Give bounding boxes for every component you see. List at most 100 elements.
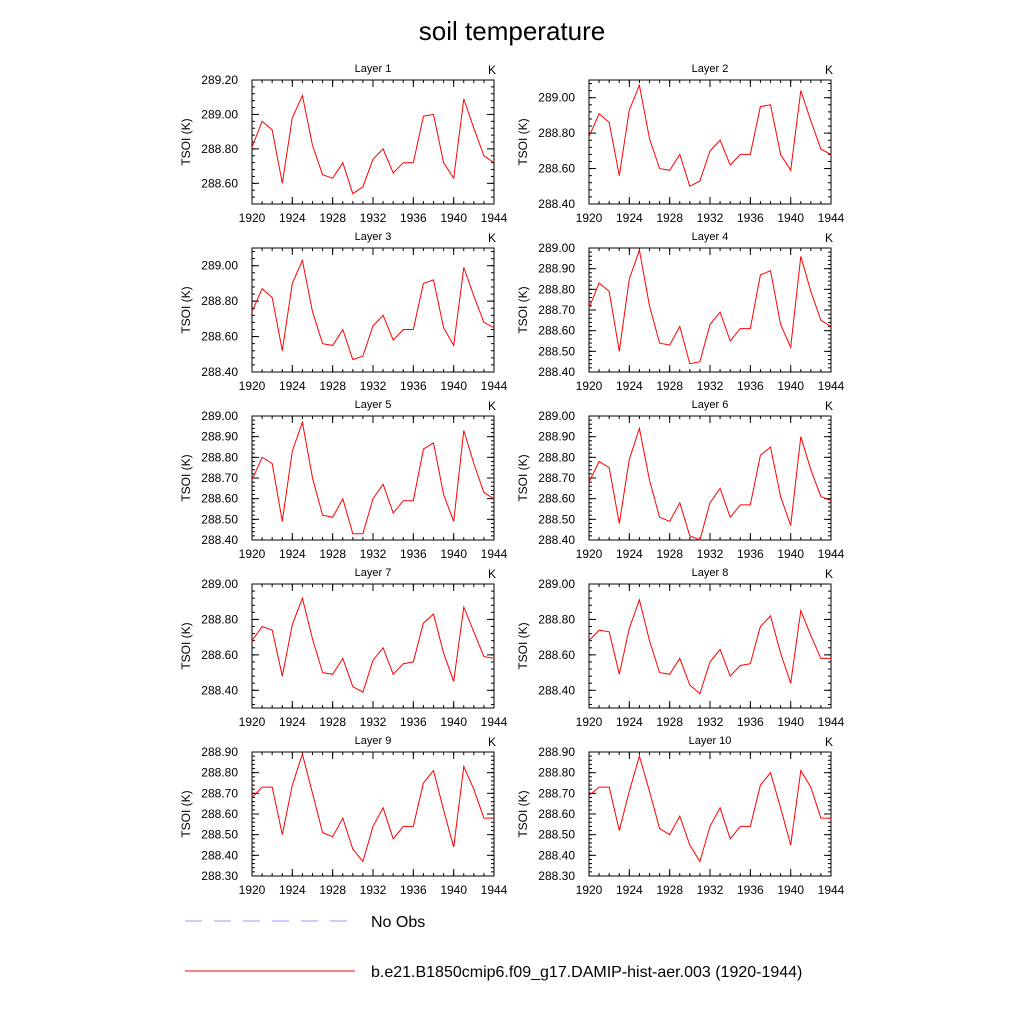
y-axis-label: TSOI (K) [179,118,193,165]
y-tick-label: 288.40 [538,533,575,547]
x-tick-label: 1940 [777,547,804,561]
panel-9: 1920 1924 1928 1932 1936 1940 1944 288.30 288.40… [179,735,508,897]
x-tick-label: 1928 [319,547,346,561]
y-axis-label: TSOI (K) [516,790,530,837]
x-tick-label: 1920 [576,379,603,393]
x-tick-label: 1936 [737,211,764,225]
panel-title: Layer 10 [689,735,732,747]
x-tick-label: 1944 [818,883,845,897]
y-tick-label: 288.80 [201,766,238,780]
y-tick-label: 288.80 [538,766,575,780]
x-tick-label: 1920 [239,547,266,561]
x-tick-label: 1940 [440,547,467,561]
y-tick-label: 288.50 [201,512,238,526]
x-tick-label: 1928 [656,715,683,729]
legend-model-label: b.e21.B1850cmip6.f09_g17.DAMIP-hist-aer.… [371,964,802,981]
panel-7: 1920 1924 1928 1932 1936 1940 1944 288.40 288.60… [179,567,508,729]
x-tick-label: 1928 [656,547,683,561]
y-tick-label: 288.80 [201,142,238,156]
y-tick-label: 288.80 [201,294,238,308]
y-tick-label: 289.00 [538,577,575,591]
series-line [588,754,831,863]
x-tick-label: 1940 [440,883,467,897]
y-tick-label: 288.80 [538,126,575,140]
unit-label: K [488,735,496,749]
x-tick-label: 1944 [481,883,508,897]
x-tick-label: 1924 [279,547,306,561]
x-tick-label: 1928 [656,883,683,897]
x-tick-label: 1932 [697,883,724,897]
x-tick-label: 1936 [400,211,427,225]
x-tick-label: 1924 [279,715,306,729]
panel-title: Layer 9 [355,735,392,747]
x-tick-label: 1928 [656,379,683,393]
panel-title: Layer 5 [355,399,392,411]
x-tick-label: 1924 [279,883,306,897]
y-axis-label: TSOI (K) [179,622,193,669]
x-tick-label: 1940 [777,211,804,225]
legend-no-obs-label: No Obs [371,914,425,931]
x-tick-label: 1920 [239,211,266,225]
x-tick-label: 1940 [777,379,804,393]
panel-4: 1920 1924 1928 1932 1936 1940 1944 288.40 288.50… [516,231,845,393]
panel-title: Layer 3 [355,231,392,243]
x-tick-label: 1920 [576,211,603,225]
x-tick-label: 1924 [279,379,306,393]
panel-title: Layer 6 [692,399,729,411]
unit-label: K [825,63,833,77]
y-axis-label: TSOI (K) [179,286,193,333]
y-axis-label: TSOI (K) [179,454,193,501]
y-tick-label: 288.50 [538,344,575,358]
x-tick-label: 1936 [737,379,764,393]
y-tick-label: 288.30 [201,869,238,883]
y-axis-label: TSOI (K) [516,622,530,669]
x-tick-label: 1920 [239,883,266,897]
y-tick-label: 288.90 [538,745,575,759]
y-tick-label: 288.80 [538,450,575,464]
y-tick-label: 288.70 [538,303,575,317]
unit-label: K [825,231,833,245]
x-tick-label: 1932 [697,547,724,561]
plot-frame [588,415,832,541]
series-line [251,420,495,535]
y-tick-label: 288.90 [538,262,575,276]
y-tick-label: 288.40 [201,365,238,379]
panel-title: Layer 8 [692,567,729,579]
unit-label: K [488,399,496,413]
panel-2: 1920 1924 1928 1932 1936 1940 1944 288.40 288.60… [516,63,845,225]
y-tick-label: 289.20 [201,73,238,87]
y-tick-label: 288.80 [201,612,238,626]
y-tick-label: 288.60 [538,648,575,662]
x-tick-label: 1920 [576,547,603,561]
unit-label: K [825,399,833,413]
x-tick-label: 1944 [481,379,508,393]
y-tick-label: 288.60 [201,176,238,190]
series-line [588,426,832,541]
x-tick-label: 1932 [360,883,387,897]
x-tick-label: 1936 [737,883,764,897]
y-tick-label: 288.40 [201,848,238,862]
x-tick-label: 1928 [319,211,346,225]
x-tick-label: 1924 [616,547,643,561]
series-line [588,83,832,188]
x-tick-label: 1936 [400,379,427,393]
y-tick-label: 288.60 [538,492,575,506]
unit-label: K [488,567,496,581]
x-tick-label: 1944 [818,379,845,393]
y-tick-label: 288.50 [201,828,238,842]
unit-label: K [488,231,496,245]
x-tick-label: 1936 [737,547,764,561]
x-tick-label: 1940 [440,715,467,729]
x-tick-label: 1928 [319,379,346,393]
y-tick-label: 288.60 [538,162,575,176]
x-tick-label: 1936 [400,547,427,561]
panel-6: 1920 1924 1928 1932 1936 1940 1944 288.40 288.50… [516,399,845,561]
series-line [251,93,495,195]
y-tick-label: 289.00 [538,409,575,423]
x-tick-label: 1920 [239,715,266,729]
y-tick-label: 288.70 [201,471,238,485]
panel-title: Layer 2 [692,63,729,75]
y-tick-label: 288.40 [538,683,575,697]
y-tick-label: 288.60 [538,324,575,338]
